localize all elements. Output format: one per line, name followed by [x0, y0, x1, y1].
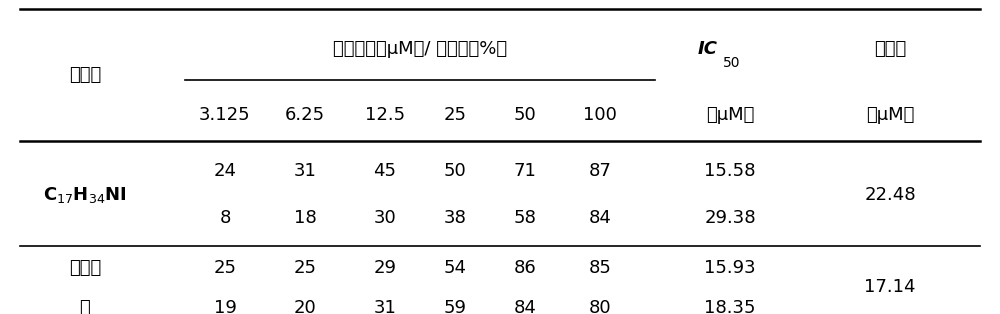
Text: 50: 50 — [514, 106, 536, 124]
Text: 25: 25 — [294, 259, 316, 278]
Text: 3.125: 3.125 — [199, 106, 251, 124]
Text: IC: IC — [698, 40, 718, 58]
Text: 59: 59 — [444, 299, 466, 314]
Text: 31: 31 — [294, 162, 316, 180]
Text: 58: 58 — [514, 209, 536, 227]
Text: 38: 38 — [444, 209, 466, 227]
Text: 化合物: 化合物 — [69, 66, 101, 84]
Text: 85: 85 — [589, 259, 611, 278]
Text: （μM）: （μM） — [866, 106, 914, 124]
Text: 18: 18 — [294, 209, 316, 227]
Text: 50: 50 — [723, 56, 740, 70]
Text: 24: 24 — [214, 162, 237, 180]
Text: 达沙替: 达沙替 — [69, 259, 101, 278]
Text: $\mathbf{C}_{17}\mathbf{H}_{34}\mathbf{NI}$: $\mathbf{C}_{17}\mathbf{H}_{34}\mathbf{N… — [43, 185, 127, 205]
Text: 45: 45 — [374, 162, 396, 180]
Text: 71: 71 — [514, 162, 536, 180]
Text: 6.25: 6.25 — [285, 106, 325, 124]
Text: 87: 87 — [589, 162, 611, 180]
Text: 31: 31 — [374, 299, 396, 314]
Text: 尼: 尼 — [80, 299, 90, 314]
Text: 19: 19 — [214, 299, 236, 314]
Text: 12.5: 12.5 — [365, 106, 405, 124]
Text: 29: 29 — [374, 259, 396, 278]
Text: 18.35: 18.35 — [704, 299, 756, 314]
Text: 54: 54 — [444, 259, 466, 278]
Text: 平均値: 平均値 — [874, 40, 906, 58]
Text: 22.48: 22.48 — [864, 186, 916, 204]
Text: 25: 25 — [214, 259, 237, 278]
Text: 8: 8 — [219, 209, 231, 227]
Text: 20: 20 — [294, 299, 316, 314]
Text: 84: 84 — [589, 209, 611, 227]
Text: 25: 25 — [444, 106, 466, 124]
Text: 50: 50 — [444, 162, 466, 180]
Text: 15.58: 15.58 — [704, 162, 756, 180]
Text: （μM）: （μM） — [706, 106, 754, 124]
Text: 84: 84 — [514, 299, 536, 314]
Text: 86: 86 — [514, 259, 536, 278]
Text: 17.14: 17.14 — [864, 278, 916, 296]
Text: 100: 100 — [583, 106, 617, 124]
Text: 29.38: 29.38 — [704, 209, 756, 227]
Text: 15.93: 15.93 — [704, 259, 756, 278]
Text: 30: 30 — [374, 209, 396, 227]
Text: 给药浓度（μM）/ 抑制率（%）: 给药浓度（μM）/ 抑制率（%） — [333, 40, 507, 58]
Text: 80: 80 — [589, 299, 611, 314]
